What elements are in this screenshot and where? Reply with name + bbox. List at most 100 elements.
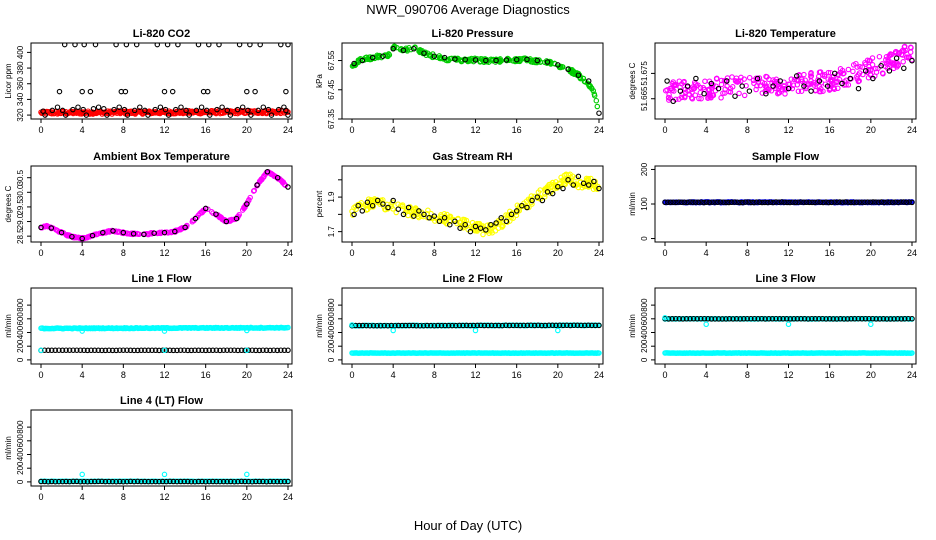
point-all: [575, 184, 582, 191]
point-avg: [739, 199, 746, 206]
point-avg_high: [474, 322, 481, 329]
point-all: [833, 78, 840, 85]
point-avg: [91, 478, 98, 485]
point-avg: [839, 80, 845, 87]
point-avg: [759, 199, 765, 206]
x-tick-label: 20: [242, 492, 252, 502]
point-avg: [436, 218, 443, 225]
y-tick-label: 67.55: [327, 50, 336, 71]
point-avg_410: [123, 43, 130, 48]
point-avg_low: [270, 347, 277, 353]
point-avg: [778, 199, 785, 205]
point-avg: [726, 199, 732, 206]
point-avg_350: [252, 88, 258, 95]
point-avg_main: [49, 107, 56, 114]
point-avg_main: [214, 106, 220, 113]
point-avg: [773, 199, 779, 205]
point-avg_low: [120, 347, 127, 353]
point-avg: [715, 85, 722, 92]
point-avg_330: [198, 104, 205, 110]
point-avg: [751, 199, 757, 206]
point-avg: [677, 88, 684, 94]
point-avg_high: [898, 316, 905, 322]
point-avg: [56, 478, 62, 485]
point-avg_low: [88, 347, 94, 354]
point-avg_high: [392, 322, 398, 329]
plot-frame: [30, 409, 293, 487]
point-avg_high: [730, 316, 736, 322]
point-all: [698, 95, 704, 102]
point-avg_high: [698, 315, 704, 322]
point-all: [559, 177, 566, 184]
point-avg: [792, 199, 799, 206]
point-avg: [233, 215, 240, 222]
point-avg: [848, 199, 854, 206]
point-avg_high: [503, 322, 509, 329]
point-avg: [825, 199, 832, 206]
point-avg: [188, 478, 195, 485]
x-tick-label: 12: [783, 248, 793, 258]
data-points: [349, 43, 602, 116]
point-avg: [731, 199, 738, 205]
point-avg_high: [381, 322, 387, 329]
x-tick-label: 12: [783, 125, 793, 135]
x-tick-label: 8: [432, 248, 437, 258]
chart-panel-7: Line 1 Flow ml/min 0 4 8 12 16 20 24 0 20040060080…: [4, 273, 293, 380]
point-avg_low: [181, 347, 187, 353]
point-all: [570, 70, 577, 77]
point-avg_high: [399, 322, 405, 329]
point-all: [720, 90, 726, 96]
point-avg: [244, 201, 250, 207]
point-all: [84, 234, 91, 241]
point-avg_high: [352, 322, 359, 329]
y-axis-label: ml/min: [315, 314, 324, 338]
point-avg: [724, 78, 730, 84]
point-all: [885, 58, 891, 65]
point-avg: [48, 478, 55, 485]
point-avg_low: [227, 347, 234, 353]
point-avg_high: [417, 322, 423, 329]
y-tick-label: 340: [16, 92, 25, 106]
x-tick-label: 12: [159, 370, 169, 380]
plot-frame: [654, 287, 917, 365]
point-avg_high: [556, 322, 563, 329]
point-all: [542, 59, 548, 66]
point-avg_high: [546, 322, 552, 329]
point-avg_low: [159, 347, 166, 353]
point-avg: [416, 208, 422, 214]
plot-frame: [341, 42, 604, 120]
point-avg_330: [281, 104, 287, 110]
point-avg_high: [445, 322, 452, 329]
x-tick-label: 0: [349, 248, 354, 258]
point-avg: [503, 218, 510, 225]
point-avg: [120, 478, 127, 485]
plot-frame: [30, 287, 293, 365]
point-all: [486, 223, 493, 229]
point-avg_low: [210, 347, 216, 354]
point-avg_330: [116, 104, 122, 110]
point-avg: [856, 199, 863, 205]
point-avg: [892, 199, 899, 205]
panel-title: Li-820 CO2: [133, 28, 190, 40]
point-avg: [45, 478, 51, 485]
point-all: [808, 73, 814, 80]
point-avg: [903, 199, 910, 206]
point-avg_high: [578, 322, 584, 329]
point-all: [376, 52, 383, 59]
point-all: [895, 61, 902, 68]
x-tick-label: 16: [512, 125, 522, 135]
point-avg: [253, 478, 259, 485]
point-all: [440, 56, 447, 62]
point-avg: [503, 57, 510, 63]
point-avg: [862, 68, 869, 74]
data-points: [662, 43, 915, 105]
point-avg: [853, 199, 860, 206]
point-all: [876, 53, 883, 60]
point-all: [811, 82, 817, 88]
point-avg_high: [712, 316, 718, 322]
point-avg: [59, 478, 66, 485]
point-avg: [534, 57, 541, 64]
point-all: [886, 53, 892, 59]
x-tick-label: 16: [825, 125, 835, 135]
x-tick-label: 4: [80, 125, 85, 135]
